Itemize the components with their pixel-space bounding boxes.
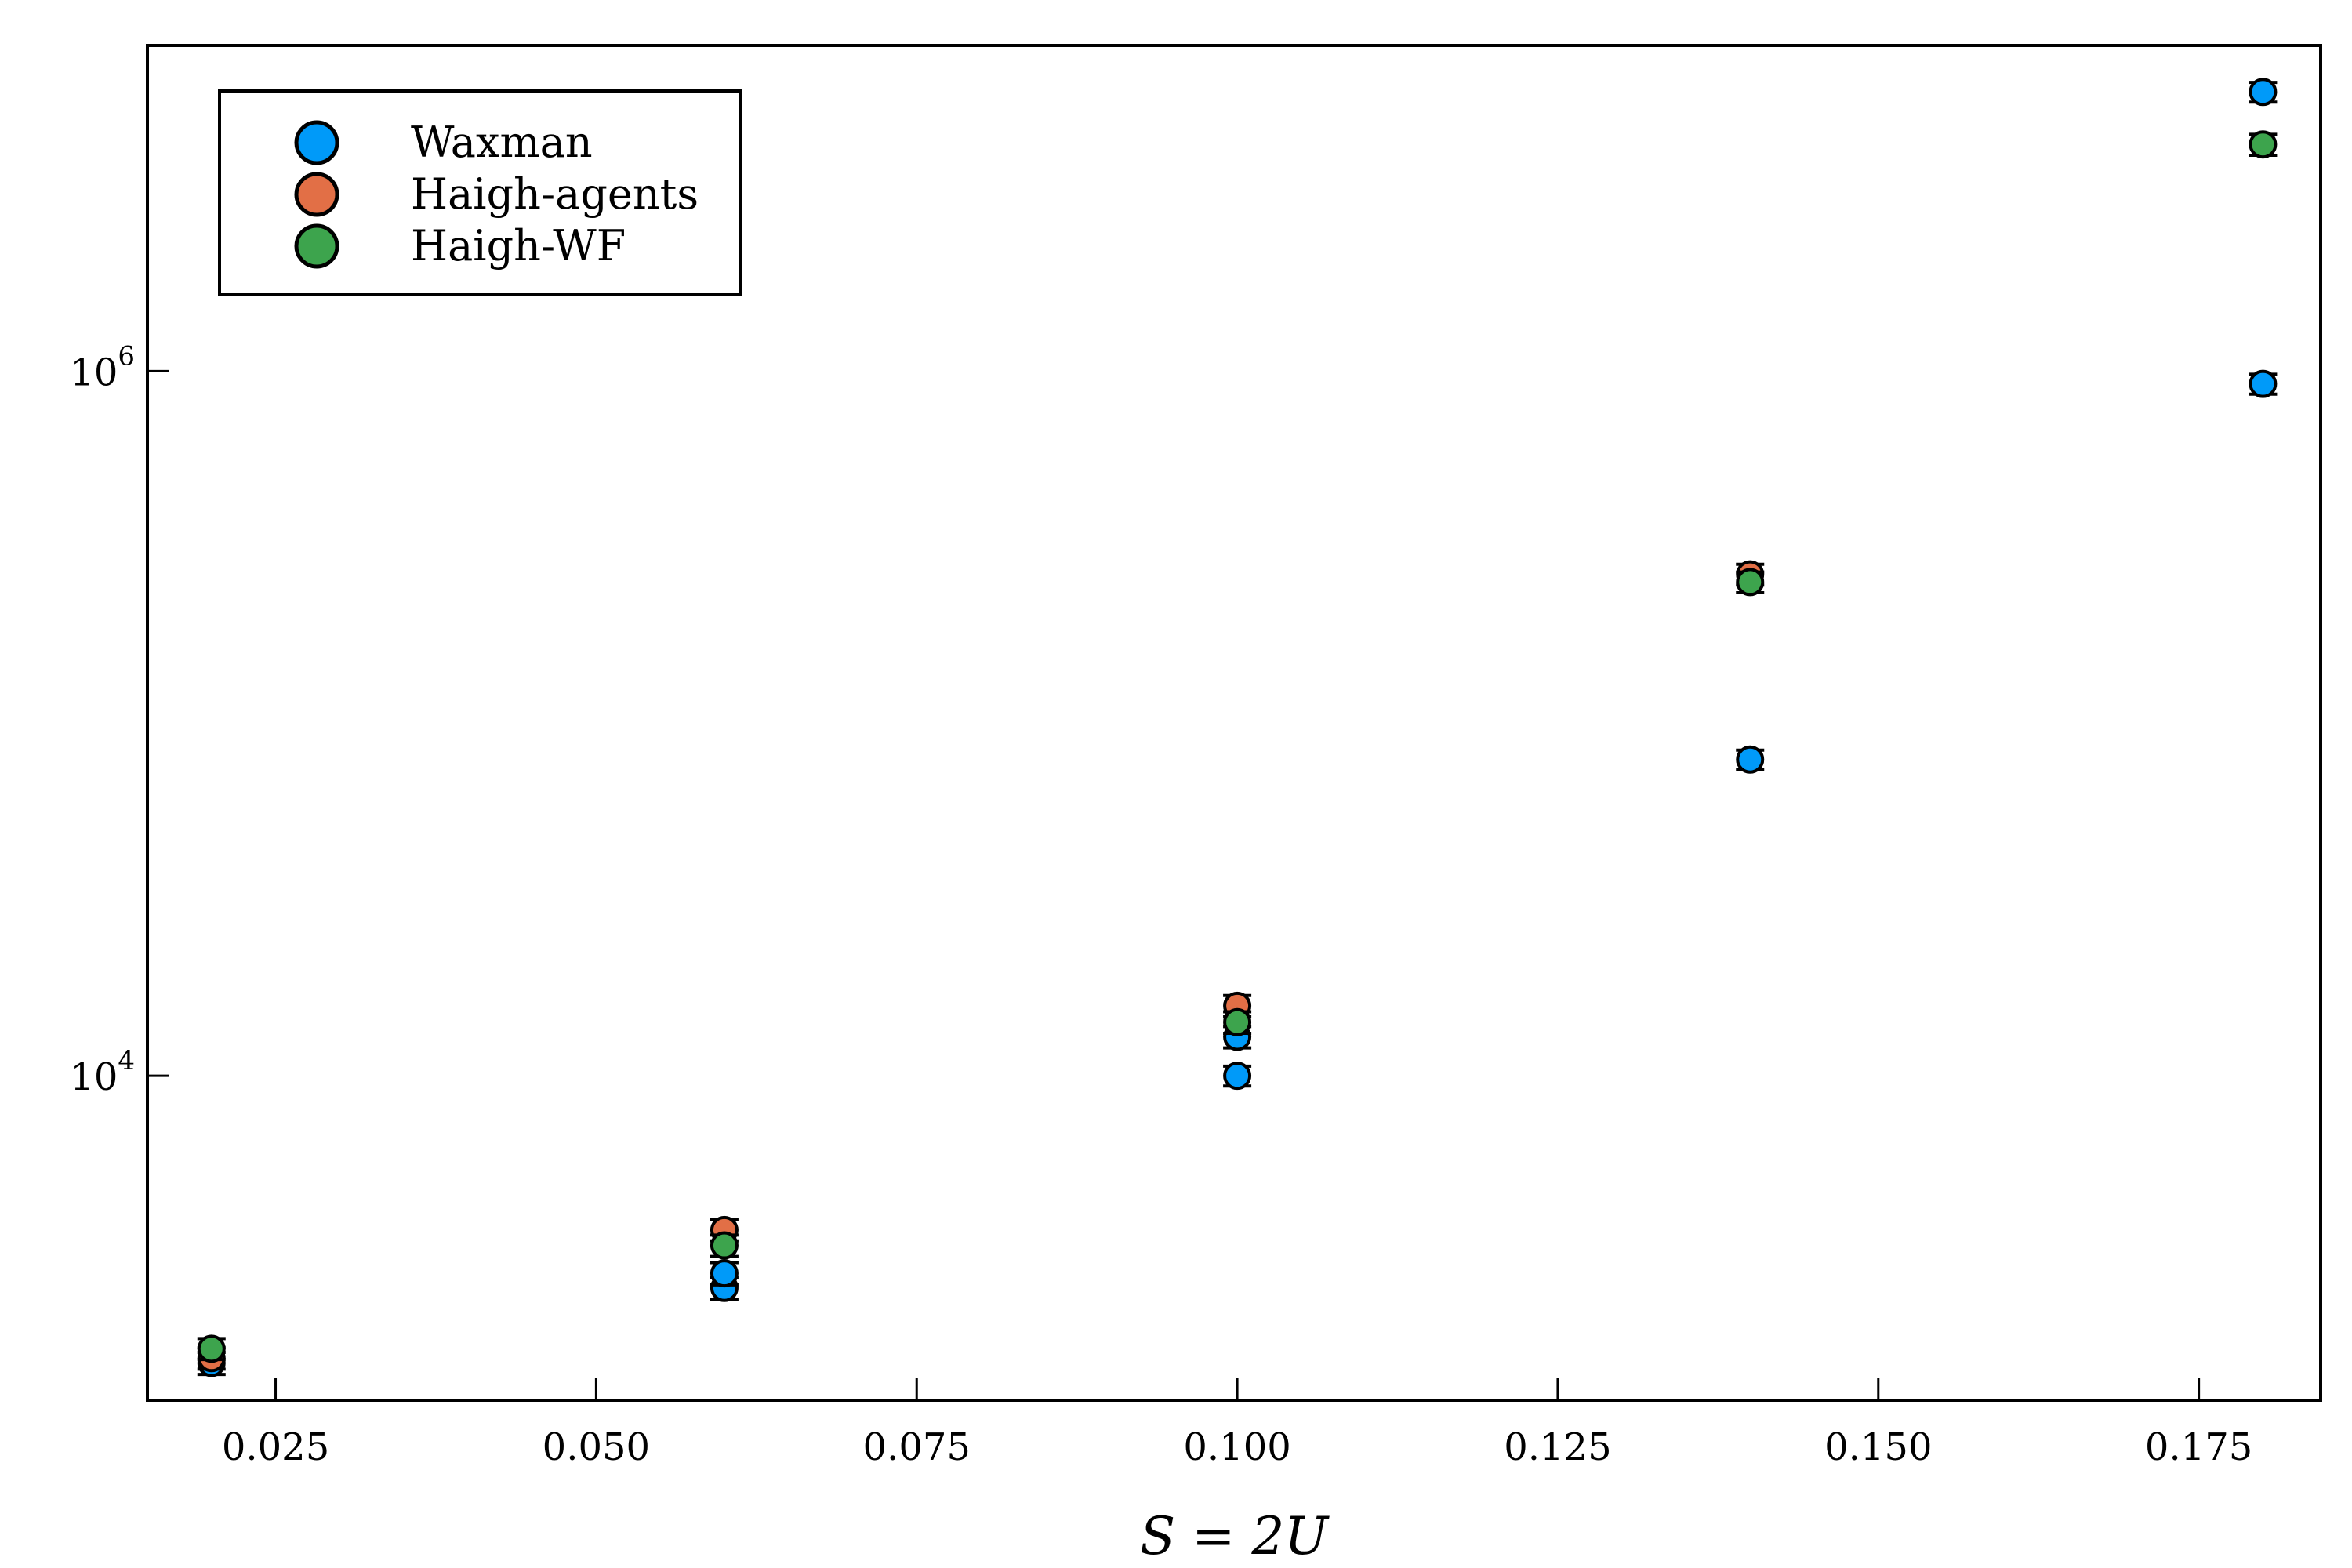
legend-marker [294,223,339,269]
x-tick-label: 0.125 [1504,1425,1611,1469]
data-point [2249,130,2278,159]
x-tick-label: 0.075 [863,1425,971,1469]
legend-label: Waxman [411,118,593,167]
data-point [710,1259,739,1288]
data-point [1736,568,1765,597]
legend-marker [294,120,339,165]
legend-label: Haigh-agents [411,169,699,219]
x-tick-label: 0.100 [1183,1425,1290,1469]
plot-frame [146,44,2322,1402]
data-point [1223,1007,1252,1036]
data-points [197,78,2278,1377]
data-point [197,1334,226,1363]
legend-label: Haigh-WF [411,221,626,270]
legend-marker [294,172,339,217]
x-axis-ticks: 0.025 0.050 0.075 0.100 0.125 0.150 0.175 [222,1378,2252,1469]
y-tick-label: 104 [70,1045,135,1099]
y-axis-ticks: 104 106 [70,340,169,1099]
x-tick-label: 0.050 [543,1425,650,1469]
x-axis-label: S = 2U [1140,1506,1330,1566]
data-point [1223,1062,1252,1091]
y-tick-label: 106 [70,340,135,394]
x-tick-label: 0.175 [2145,1425,2252,1469]
x-tick-label: 0.025 [222,1425,329,1469]
data-point [1736,745,1765,774]
x-tick-label: 0.150 [1824,1425,1932,1469]
data-point [2249,369,2278,398]
data-point [2249,78,2278,107]
data-point [710,1231,739,1260]
